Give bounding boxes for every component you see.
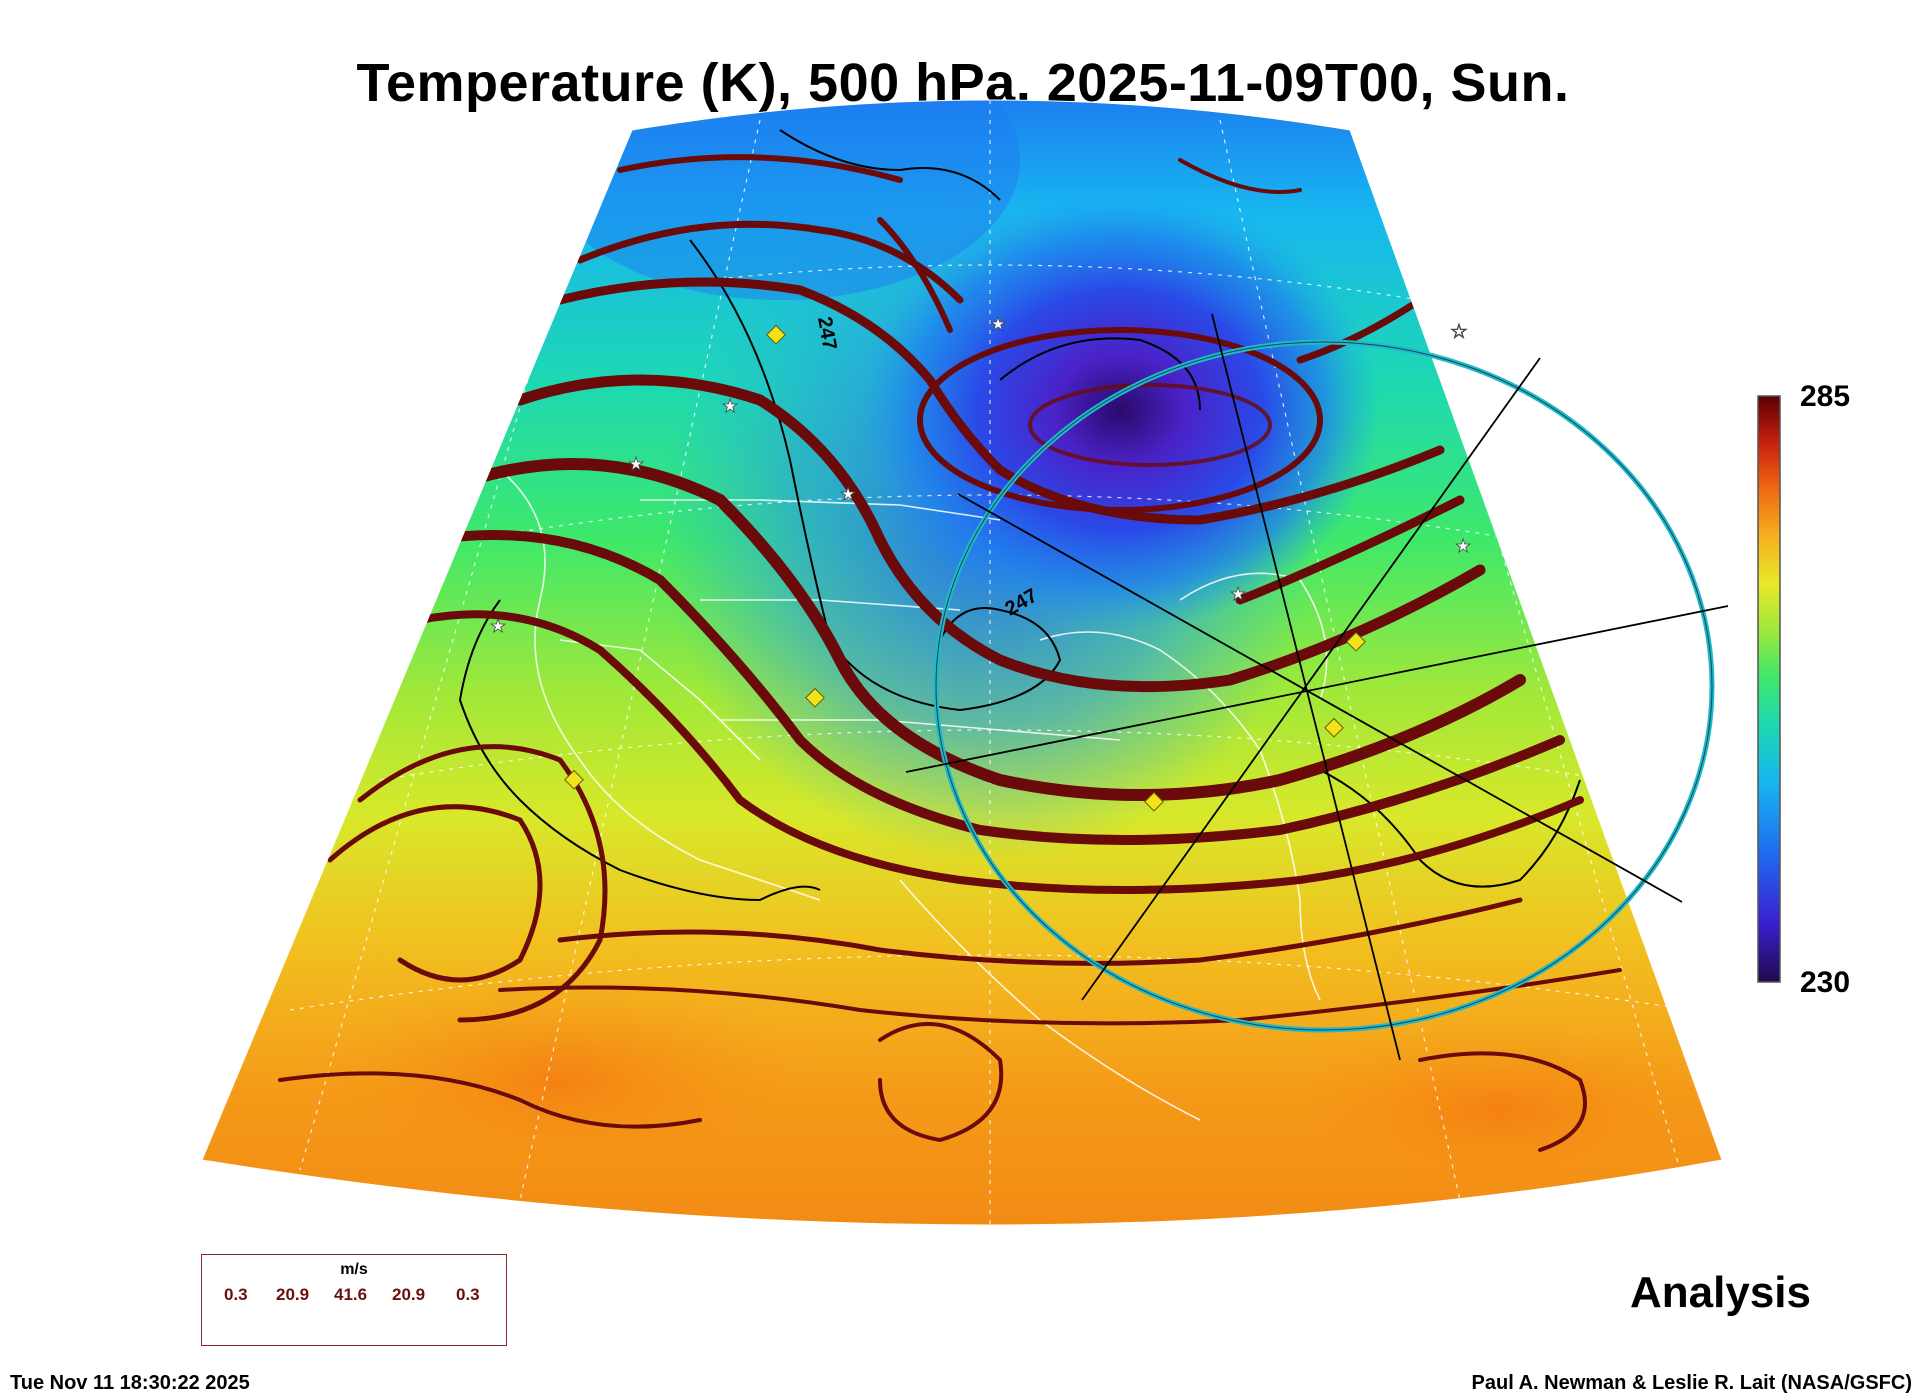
svg-text:★: ★ bbox=[1230, 584, 1246, 604]
svg-text:★: ★ bbox=[722, 396, 738, 416]
temperature-field: ★ ★ ★ ★ ★ ★ ★ bbox=[202, 100, 1722, 1225]
svg-text:★: ★ bbox=[490, 616, 506, 636]
wind-key-value-5: 0.3 bbox=[456, 1285, 480, 1304]
analysis-label: Analysis bbox=[1630, 1268, 1811, 1317]
svg-text:☆: ☆ bbox=[1450, 321, 1468, 343]
timestamp: Tue Nov 11 18:30:22 2025 bbox=[10, 1372, 250, 1394]
wind-key-value-4: 20.9 bbox=[392, 1285, 426, 1304]
colorbar bbox=[1757, 395, 1781, 983]
wind-key-value-1: 0.3 bbox=[224, 1285, 248, 1304]
svg-text:★: ★ bbox=[628, 454, 644, 474]
wind-key: m/s 0.3 20.9 41.6 20.9 0.3 bbox=[201, 1254, 507, 1346]
colorbar-min-label: 230 bbox=[1800, 966, 1851, 999]
credit: Paul A. Newman & Leslie R. Lait (NASA/GS… bbox=[1471, 1372, 1912, 1394]
wind-key-value-2: 20.9 bbox=[276, 1285, 310, 1304]
colorbar-max-label: 285 bbox=[1800, 380, 1851, 413]
wind-key-unit: m/s bbox=[340, 1261, 368, 1278]
svg-text:★: ★ bbox=[840, 484, 856, 504]
overlay-circle bbox=[933, 339, 1715, 1033]
svg-text:★: ★ bbox=[990, 314, 1006, 334]
wind-key-value-3: 41.6 bbox=[334, 1285, 368, 1304]
svg-text:★: ★ bbox=[1455, 536, 1471, 556]
